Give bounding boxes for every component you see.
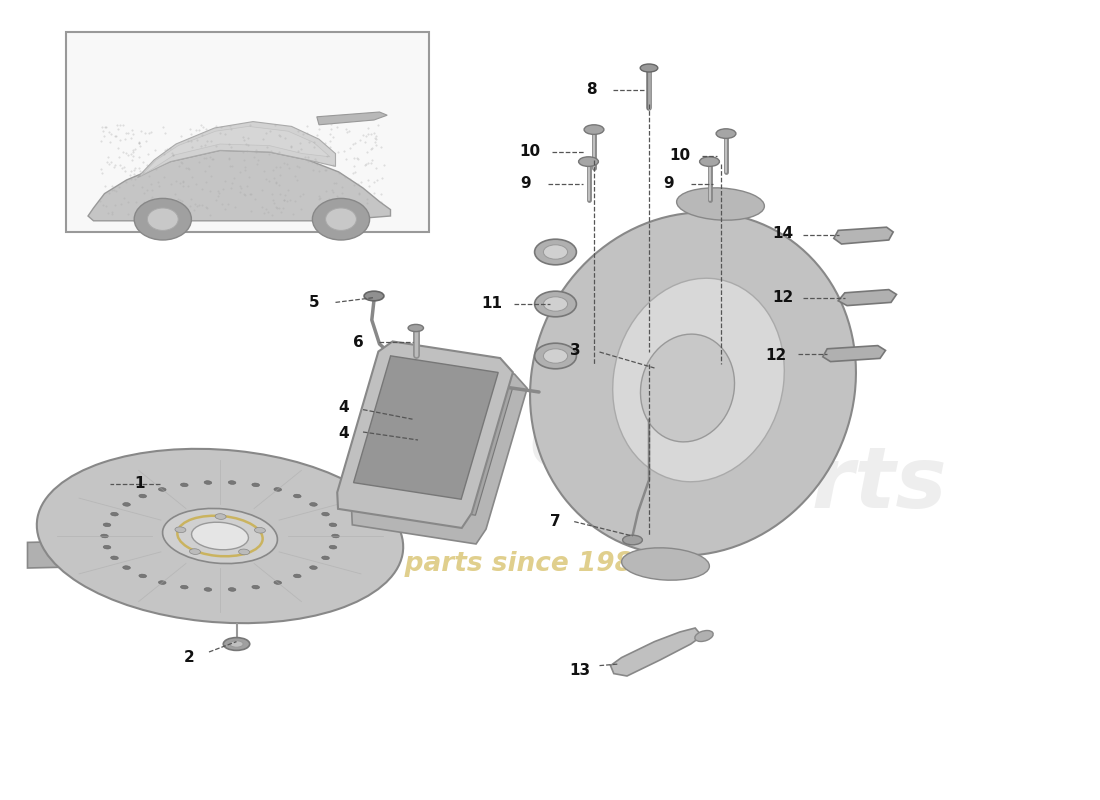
Ellipse shape	[189, 549, 200, 554]
Ellipse shape	[252, 586, 260, 589]
Polygon shape	[138, 122, 336, 178]
Text: 4: 4	[338, 401, 349, 415]
Text: 9: 9	[663, 177, 674, 191]
Ellipse shape	[640, 334, 735, 442]
Polygon shape	[28, 534, 390, 568]
Ellipse shape	[294, 494, 301, 498]
Ellipse shape	[309, 502, 317, 506]
Ellipse shape	[175, 527, 186, 533]
Polygon shape	[610, 628, 702, 676]
Ellipse shape	[294, 574, 301, 578]
Text: 1: 1	[134, 477, 145, 491]
Ellipse shape	[329, 546, 337, 549]
Ellipse shape	[309, 566, 317, 570]
Ellipse shape	[543, 297, 568, 311]
Text: 9: 9	[520, 177, 531, 191]
Ellipse shape	[111, 556, 119, 560]
Ellipse shape	[252, 483, 260, 486]
Polygon shape	[353, 356, 498, 499]
Text: 2: 2	[184, 650, 195, 665]
Polygon shape	[823, 346, 886, 362]
Text: all for parts since 1985: all for parts since 1985	[308, 551, 651, 577]
Ellipse shape	[139, 494, 146, 498]
Polygon shape	[88, 150, 390, 221]
Ellipse shape	[180, 586, 188, 589]
Ellipse shape	[254, 527, 265, 533]
Ellipse shape	[123, 566, 131, 570]
Text: 12: 12	[764, 348, 786, 362]
Polygon shape	[838, 290, 896, 306]
Polygon shape	[338, 342, 513, 528]
Ellipse shape	[535, 291, 576, 317]
Ellipse shape	[239, 549, 250, 554]
Ellipse shape	[408, 325, 424, 331]
Ellipse shape	[180, 483, 188, 486]
Ellipse shape	[274, 488, 282, 491]
Polygon shape	[352, 358, 527, 544]
Ellipse shape	[228, 481, 235, 484]
Text: 14: 14	[772, 226, 794, 241]
Text: 6: 6	[353, 335, 364, 350]
Ellipse shape	[640, 64, 658, 72]
Ellipse shape	[613, 278, 784, 482]
Ellipse shape	[584, 125, 604, 134]
Ellipse shape	[163, 509, 277, 563]
Ellipse shape	[223, 638, 250, 650]
Text: euro: euro	[528, 391, 785, 489]
Text: 11: 11	[481, 297, 503, 311]
Text: 10: 10	[519, 145, 541, 159]
Circle shape	[134, 198, 191, 240]
Ellipse shape	[321, 512, 329, 516]
Text: 8: 8	[586, 82, 597, 97]
Ellipse shape	[543, 349, 568, 363]
Polygon shape	[367, 372, 513, 515]
Ellipse shape	[676, 188, 764, 220]
Ellipse shape	[535, 343, 576, 369]
Text: 3: 3	[570, 343, 581, 358]
Ellipse shape	[228, 588, 235, 591]
Text: 13: 13	[569, 663, 591, 678]
Ellipse shape	[543, 245, 568, 259]
Text: 10: 10	[669, 149, 691, 163]
Text: 7: 7	[550, 514, 561, 529]
Ellipse shape	[535, 239, 576, 265]
Ellipse shape	[579, 157, 598, 166]
Ellipse shape	[36, 449, 404, 623]
Ellipse shape	[103, 546, 111, 549]
Ellipse shape	[158, 581, 166, 584]
Ellipse shape	[230, 641, 243, 647]
Ellipse shape	[139, 574, 146, 578]
Ellipse shape	[103, 523, 111, 526]
Ellipse shape	[623, 535, 642, 545]
Ellipse shape	[332, 534, 339, 538]
Ellipse shape	[216, 514, 227, 519]
Ellipse shape	[329, 523, 337, 526]
Polygon shape	[834, 227, 893, 244]
Text: 4: 4	[338, 426, 349, 441]
Polygon shape	[141, 126, 330, 176]
Ellipse shape	[205, 481, 212, 484]
Polygon shape	[317, 112, 387, 125]
Ellipse shape	[364, 291, 384, 301]
Ellipse shape	[321, 556, 329, 560]
Text: 12: 12	[772, 290, 794, 305]
Ellipse shape	[158, 488, 166, 491]
Ellipse shape	[700, 157, 719, 166]
Ellipse shape	[205, 588, 212, 591]
Ellipse shape	[530, 212, 856, 556]
Ellipse shape	[111, 512, 119, 516]
Circle shape	[326, 208, 356, 230]
Circle shape	[312, 198, 370, 240]
Ellipse shape	[621, 548, 710, 580]
Ellipse shape	[274, 581, 282, 584]
Ellipse shape	[191, 522, 249, 550]
Ellipse shape	[695, 630, 713, 642]
Ellipse shape	[123, 502, 131, 506]
Ellipse shape	[716, 129, 736, 138]
Circle shape	[147, 208, 178, 230]
Text: parts: parts	[693, 442, 947, 526]
Ellipse shape	[101, 534, 108, 538]
Text: 5: 5	[309, 295, 320, 310]
Bar	[66, 32, 429, 232]
